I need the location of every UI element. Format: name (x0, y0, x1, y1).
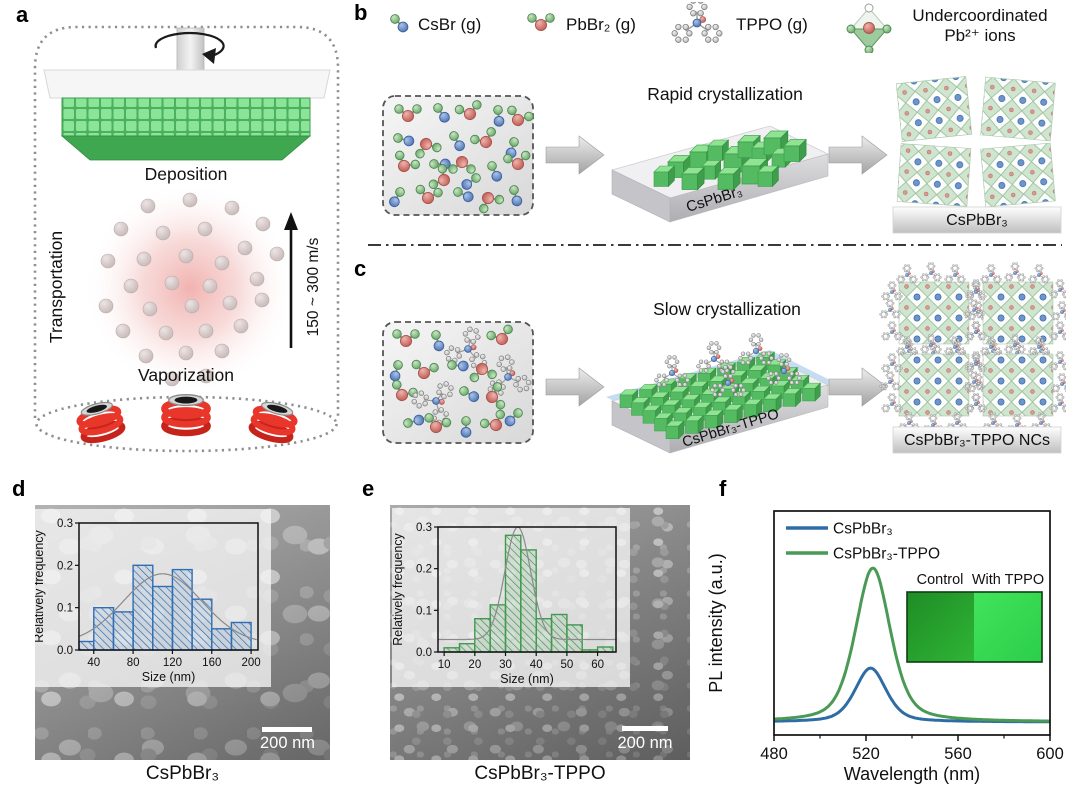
product-label: CsPbBr₃-TPPO NCs (904, 432, 1050, 449)
crystal-lattice-patches (895, 76, 1056, 208)
svg-text:50: 50 (560, 659, 573, 671)
process-arrow-2 (828, 135, 888, 175)
svg-text:0.0: 0.0 (416, 647, 432, 659)
process-arrow-2 (828, 367, 888, 407)
svg-text:Size (nm): Size (nm) (500, 672, 553, 686)
tppo-molecule-icon (666, 2, 728, 46)
transportation-label: Transportation (46, 231, 66, 343)
size-histogram-cspbbr3: 40 80 120 160 200 0.0 0.1 0.2 0.3 Size (nm) Relati… (35, 518, 261, 684)
pbbr2-molecule-icon (526, 12, 556, 32)
svg-text:0.2: 0.2 (57, 560, 73, 572)
svg-text:120: 120 (163, 657, 182, 669)
gas-mixture-box-tppo (382, 321, 534, 444)
apparatus-diagram: Deposition Transportation 150 ~ 300 m/s … (33, 25, 340, 453)
svg-text:0.3: 0.3 (57, 518, 73, 530)
product-bar (892, 206, 1062, 234)
svg-text:520: 520 (852, 745, 880, 763)
csbr-legend-label: CsBr (g) (418, 15, 482, 34)
rotation-arrow (154, 31, 225, 59)
svg-text:600: 600 (1036, 745, 1064, 763)
svg-text:0.1: 0.1 (57, 603, 73, 615)
panel-e-label: e (362, 476, 375, 501)
caption-cspbbr3-tppo: CsPbBr₃-TPPO (474, 763, 606, 784)
svg-text:20: 20 (468, 659, 481, 671)
vapor-particles (98, 192, 285, 387)
svg-text:10: 10 (438, 659, 451, 671)
heater-coils (76, 395, 298, 444)
svg-text:560: 560 (944, 745, 972, 763)
panel-divider (368, 244, 1062, 246)
rapid-crystallization-label: Rapid crystallization (647, 84, 803, 104)
vaporization-label: Vaporization (138, 365, 234, 385)
svg-text:0.3: 0.3 (416, 522, 432, 534)
substrate-holder (43, 69, 331, 99)
velocity-label: 150 ~ 300 m/s (305, 237, 322, 336)
svg-text:Relatively frequency: Relatively frequency (392, 532, 405, 645)
inset-with-tppo-label: With TPPO (972, 572, 1044, 588)
scale-bar (622, 726, 668, 731)
panel-b-label: b (354, 0, 368, 25)
scale-bar (262, 727, 312, 732)
rotation-shaft (176, 27, 205, 74)
panel-c-label: c (354, 256, 367, 281)
velocity-arrowhead (284, 212, 298, 230)
svg-text:40: 40 (530, 659, 543, 671)
histogram-inset: 40 80 120 160 200 0.0 0.1 0.2 0.3 Size (nm) Relati… (35, 509, 271, 687)
rotation-arrowhead (202, 48, 216, 64)
panel-d-label: d (12, 476, 26, 501)
histogram-inset: 10 20 30 40 50 60 0.0 0.1 0.2 0.3 Size (nm) Relativ… (391, 508, 630, 687)
plasma-cloud (83, 181, 297, 395)
csbr-molecule-icon (389, 13, 409, 33)
deposited-film (61, 97, 311, 137)
svg-text:480: 480 (760, 745, 788, 763)
deposition-label: Deposition (145, 164, 228, 184)
caption-cspbbr3: CsPbBr₃ (145, 763, 220, 784)
panel-c-scheme: Slow crystallization CsPbBr₃-TPPO CsPbBr… (382, 255, 1066, 454)
svg-text:0.2: 0.2 (416, 564, 432, 576)
photo-border (906, 591, 1043, 663)
pbbr2-legend-label: PbBr₂ (g) (566, 15, 636, 34)
sem-image-cspbbr3: 40 80 120 160 200 0.0 0.1 0.2 0.3 Size (nm) Relati… (35, 505, 330, 760)
svg-text:CsPbBr₃: CsPbBr₃ (833, 521, 893, 538)
svg-text:0.1: 0.1 (416, 605, 432, 617)
inset-photo: Control With TPPO (906, 572, 1044, 663)
svg-text:CsPbBr₃-TPPO: CsPbBr₃-TPPO (833, 546, 940, 563)
panel-a-label: a (16, 2, 29, 27)
process-arrow (545, 367, 605, 407)
tppo-legend-label: TPPO (g) (736, 15, 808, 34)
svg-text:Relatively frequency: Relatively frequency (35, 529, 46, 642)
svg-text:30: 30 (499, 659, 512, 671)
pl-spectra-chart: Control With TPPO 480 520 560 600 Wavelength… (706, 510, 1064, 784)
tppo-film-photo (974, 592, 1042, 662)
panel-f-label: f (719, 476, 727, 501)
product-bar (892, 426, 1062, 454)
product-label: CsPbBr₃ (946, 212, 1008, 229)
svg-text:200: 200 (242, 657, 261, 669)
inset-control-label: Control (917, 572, 964, 588)
svg-text:Size (nm): Size (nm) (142, 670, 195, 684)
film-edge (60, 135, 312, 161)
svg-text:PL intensity (a.u.): PL intensity (a.u.) (706, 553, 726, 692)
svg-text:40: 40 (87, 657, 100, 669)
svg-text:60: 60 (591, 659, 604, 671)
slow-crystallization-label: Slow crystallization (653, 299, 801, 319)
sem-image-cspbbr3-tppo: 10 20 30 40 50 60 0.0 0.1 0.2 0.3 Size (nm) Relativ… (390, 505, 690, 760)
panel-b-scheme: Rapid crystallization CsPbBr₃ CsPbBr₃ (382, 76, 1062, 234)
svg-text:160: 160 (202, 657, 221, 669)
svg-text:0.0: 0.0 (57, 645, 73, 657)
undercoordinated-legend-label: Undercoordinated Pb²⁺ ions (912, 6, 1048, 45)
svg-text:80: 80 (127, 657, 140, 669)
crystal-lattice-patches-tppo (880, 262, 1066, 433)
process-arrow (545, 135, 605, 175)
control-film-photo (907, 592, 974, 662)
scale-bar-label: 200 nm (617, 734, 673, 752)
undercoordinated-pb-icon (846, 3, 892, 53)
size-histogram-cspbbr3-tppo: 10 20 30 40 50 60 0.0 0.1 0.2 0.3 Size (nm) Relativ… (391, 522, 617, 686)
svg-text:Wavelength (nm): Wavelength (nm) (844, 764, 980, 784)
scale-bar-label: 200 nm (259, 734, 316, 752)
